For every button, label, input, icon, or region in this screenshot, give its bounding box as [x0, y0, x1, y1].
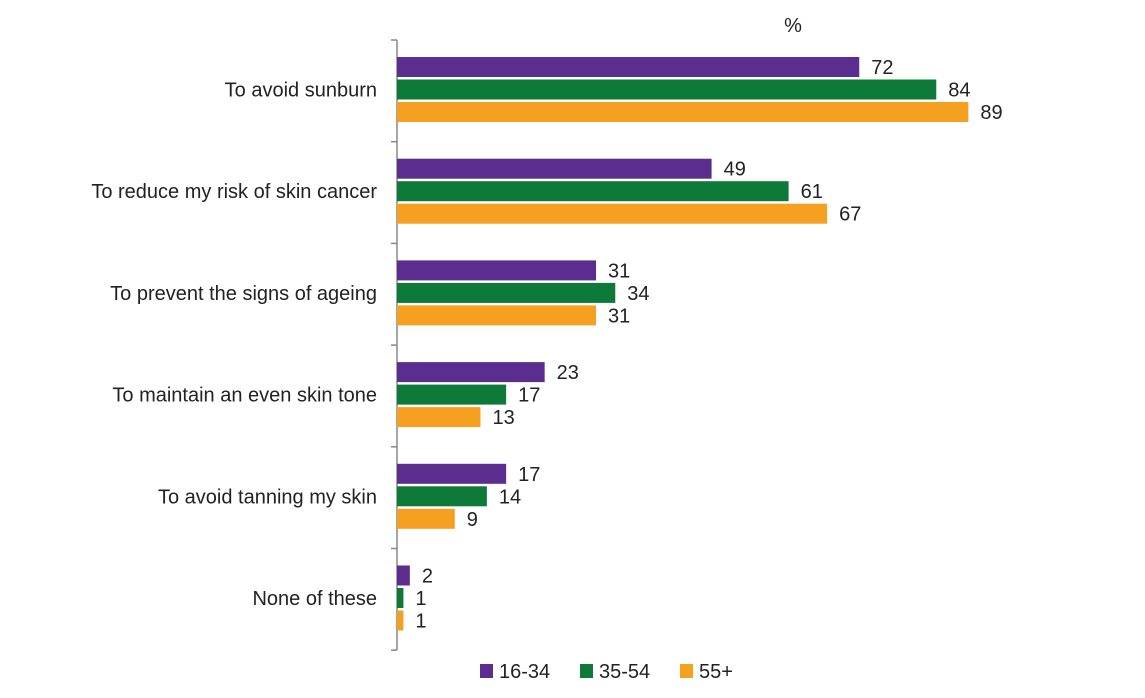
category-label: To avoid tanning my skin [158, 486, 377, 508]
category-label: To reduce my risk of skin cancer [91, 181, 377, 203]
bar-16-34 [397, 362, 545, 383]
bar-35-54 [397, 384, 507, 405]
category-label: To avoid sunburn [225, 80, 377, 102]
legend-swatch [480, 664, 493, 678]
data-label: 17 [518, 385, 540, 407]
data-label: 17 [518, 464, 540, 486]
bar-35-54 [397, 588, 404, 608]
data-label: 23 [557, 362, 579, 384]
data-label: 9 [467, 509, 478, 531]
unit-label: % [784, 15, 802, 37]
bar-35-54 [397, 79, 937, 100]
bar-35-54 [397, 486, 487, 507]
legend-label: 55+ [699, 661, 733, 683]
axis-layer: To avoid sunburn To reduce my risk of ski… [91, 39, 398, 651]
bar-35-54 [397, 282, 616, 303]
legend-swatch [680, 664, 693, 678]
data-label: 67 [839, 204, 861, 226]
legend: 16-34 35-54 55+ [480, 661, 733, 683]
data-label: 31 [608, 260, 630, 282]
data-label: 61 [801, 181, 823, 203]
data-label: 13 [492, 407, 514, 429]
data-label: 72 [871, 57, 893, 79]
bar-16-34 [397, 57, 860, 77]
data-label: 34 [627, 283, 649, 305]
data-label: 49 [724, 159, 746, 181]
bar-55+ [397, 610, 404, 631]
data-label: 89 [980, 102, 1002, 124]
bar-35-54 [397, 181, 789, 202]
data-label: 84 [948, 80, 970, 102]
bar-55+ [397, 508, 455, 529]
legend-label: 35-54 [599, 661, 650, 683]
bar-55+ [397, 203, 828, 224]
bar-16-34 [397, 158, 712, 179]
bar-55+ [397, 305, 597, 326]
category-label: To prevent the signs of ageing [110, 283, 377, 305]
category-label: None of these [252, 588, 377, 610]
bar-16-34 [397, 260, 597, 281]
data-label: 31 [608, 305, 630, 327]
data-label: 1 [415, 588, 426, 610]
data-label: 1 [415, 611, 426, 633]
category-label: To maintain an even skin tone [112, 385, 377, 407]
bar-16-34 [397, 463, 507, 484]
legend-label: 16-34 [499, 661, 550, 683]
data-label: 2 [422, 566, 433, 588]
data-label: 14 [499, 486, 521, 508]
bar-16-34 [397, 565, 410, 586]
bar-55+ [397, 102, 969, 122]
bar-55+ [397, 407, 481, 428]
legend-swatch [580, 664, 593, 678]
